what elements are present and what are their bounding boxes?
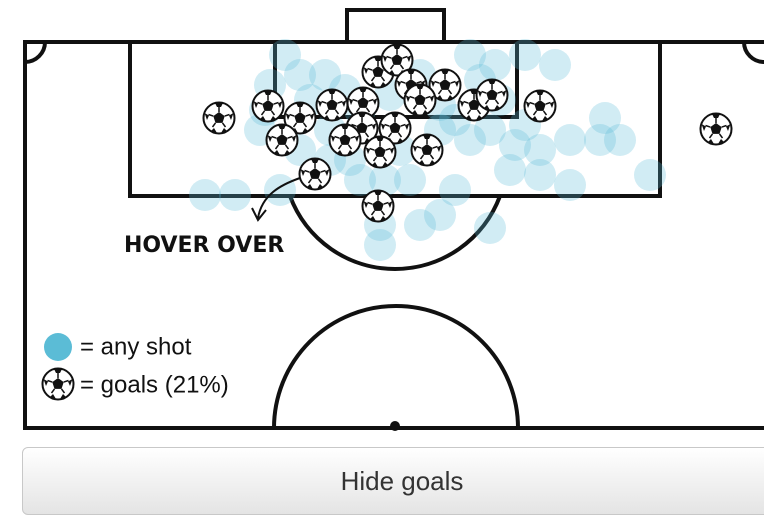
- field-lines: [23, 8, 764, 431]
- goal[interactable]: [361, 189, 395, 223]
- shot[interactable]: [454, 39, 486, 71]
- goal[interactable]: [202, 101, 236, 135]
- goal[interactable]: [475, 78, 509, 112]
- shot[interactable]: [474, 212, 506, 244]
- pitch: HOVER OVER = any shot = goals (21%): [23, 8, 764, 431]
- legend-goal-icon: [41, 367, 75, 401]
- shot[interactable]: [284, 59, 316, 91]
- goal[interactable]: [315, 88, 349, 122]
- legend-shot: = any shot: [80, 333, 192, 360]
- goal[interactable]: [699, 112, 733, 146]
- shot[interactable]: [554, 169, 586, 201]
- shot[interactable]: [364, 229, 396, 261]
- hide-goals-button[interactable]: Hide goals: [22, 447, 764, 515]
- goal[interactable]: [265, 123, 299, 157]
- legend-goal: = goals (21%): [80, 371, 229, 398]
- shot[interactable]: [424, 199, 456, 231]
- shot[interactable]: [264, 174, 296, 206]
- goal[interactable]: [251, 89, 285, 123]
- goal[interactable]: [363, 135, 397, 169]
- goal[interactable]: [523, 89, 557, 123]
- shot[interactable]: [584, 124, 616, 156]
- shot[interactable]: [479, 49, 511, 81]
- shot[interactable]: [454, 124, 486, 156]
- shot[interactable]: [189, 179, 221, 211]
- shot[interactable]: [524, 159, 556, 191]
- goal[interactable]: [298, 157, 332, 191]
- annotation: HOVER OVER: [124, 233, 284, 258]
- shot[interactable]: [344, 164, 376, 196]
- shot[interactable]: [634, 159, 666, 191]
- annotation-arrow: [251, 177, 301, 222]
- shot[interactable]: [494, 154, 526, 186]
- shot[interactable]: [394, 164, 426, 196]
- shot[interactable]: [369, 164, 401, 196]
- shot[interactable]: [219, 179, 251, 211]
- shot[interactable]: [509, 39, 541, 71]
- shot[interactable]: [554, 124, 586, 156]
- shot[interactable]: [309, 59, 341, 91]
- shot[interactable]: [269, 39, 301, 71]
- shot[interactable]: [474, 114, 506, 146]
- goal[interactable]: [403, 83, 437, 117]
- shot[interactable]: [524, 134, 556, 166]
- goal[interactable]: [410, 133, 444, 167]
- shot[interactable]: [539, 49, 571, 81]
- shot[interactable]: [589, 102, 621, 134]
- shot[interactable]: [404, 209, 436, 241]
- shot[interactable]: [604, 124, 636, 156]
- legend-shot-icon: [44, 333, 72, 361]
- shot[interactable]: [439, 174, 471, 206]
- shot[interactable]: [499, 129, 531, 161]
- goal[interactable]: [328, 123, 362, 157]
